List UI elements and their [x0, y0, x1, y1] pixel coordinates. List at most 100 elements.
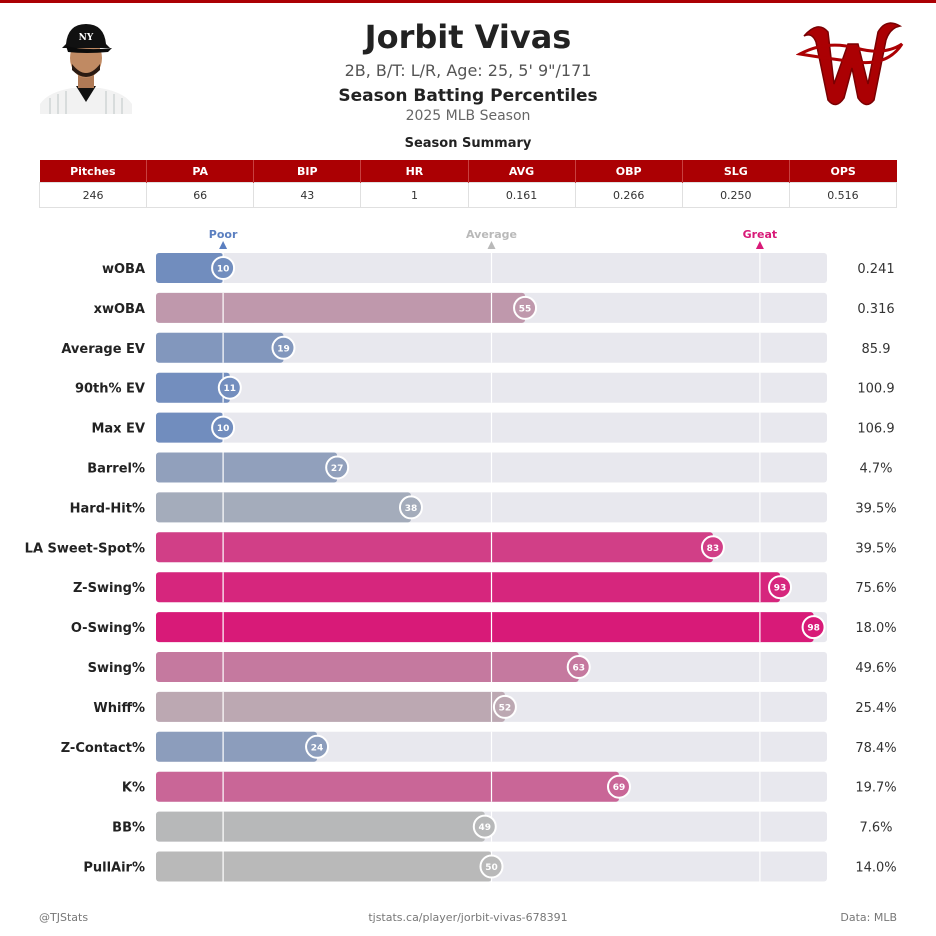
- percentile-bar: [156, 492, 411, 523]
- percentile-badge-label: 63: [572, 664, 585, 674]
- percentile-bar: [156, 452, 338, 483]
- season-summary-table: Pitches PA BIP HR AVG OBP SLG OPS 246 66…: [38, 160, 898, 208]
- marker-arrow-icon: [219, 241, 228, 249]
- percentile-bar: [156, 253, 224, 283]
- stat-value: 78.4%: [855, 741, 896, 756]
- percentile-badge-label: 52: [499, 703, 512, 713]
- marker-label-poor: Poor: [209, 228, 238, 241]
- percentile-badge-label: 10: [217, 265, 230, 275]
- percentile-badge: [271, 335, 296, 360]
- percentile-badge: [801, 615, 826, 640]
- summary-header-cell: SLG: [682, 160, 790, 183]
- percentile-bar: [156, 811, 485, 842]
- stat-label: 90th% EV: [75, 382, 145, 397]
- stat-value: 106.9: [857, 422, 894, 437]
- summary-header-cell: HR: [360, 160, 469, 183]
- percentile-bar: [156, 851, 492, 882]
- percentile-bar: [156, 572, 781, 603]
- stat-label: K%: [122, 781, 145, 796]
- percentile-badge-label: 19: [277, 344, 290, 354]
- stat-value: 7.6%: [859, 821, 892, 836]
- summary-value-cell: 43: [253, 182, 362, 208]
- stat-value: 49.6%: [855, 661, 896, 676]
- percentile-badge-label: 24: [311, 743, 324, 753]
- page-heading: Season Batting Percentiles: [338, 86, 598, 106]
- percentile-badge-label: 69: [613, 783, 626, 793]
- summary-title: Season Summary: [404, 136, 532, 151]
- percentile-badge: [768, 575, 793, 600]
- player-headshot: NY: [40, 24, 132, 114]
- percentile-bar: [156, 771, 619, 802]
- team-logo: [796, 22, 904, 106]
- percentile-badge: [492, 694, 517, 719]
- footer-url[interactable]: tjstats.ca/player/jorbit-vivas-678391: [368, 911, 568, 924]
- stat-value: 39.5%: [855, 501, 896, 516]
- percentile-badge: [325, 455, 350, 480]
- percentile-bar: [156, 372, 230, 403]
- percentile-bar: [156, 532, 713, 563]
- percentile-badge-label: 49: [479, 823, 492, 833]
- percentile-badge-label: 27: [331, 464, 344, 474]
- top-accent-bar: [0, 0, 936, 3]
- percentile-bar: [156, 412, 224, 443]
- percentile-badge: [211, 415, 236, 440]
- percentile-badge: [398, 495, 423, 520]
- season-label: 2025 MLB Season: [405, 108, 531, 124]
- stat-value: 75.6%: [855, 581, 896, 596]
- percentile-bar: [156, 292, 526, 323]
- footer-source: Data: MLB: [840, 911, 897, 924]
- stat-label: Max EV: [91, 422, 145, 437]
- summary-value-row: 246 66 43 1 0.161 0.266 0.250 0.516: [38, 182, 898, 208]
- stat-label: O-Swing%: [71, 621, 145, 636]
- summary-value-cell: 1: [360, 182, 469, 208]
- stat-value: 85.9: [862, 342, 891, 357]
- stat-value: 100.9: [857, 382, 894, 397]
- percentile-badge-label: 50: [485, 863, 498, 873]
- percentile-bar: [156, 652, 579, 682]
- percentile-badge: [606, 774, 631, 799]
- summary-value-cell: 0.266: [574, 182, 683, 208]
- percentile-badge-label: 11: [224, 384, 237, 394]
- stat-label: Hard-Hit%: [70, 501, 145, 516]
- percentile-badge-label: 98: [807, 624, 820, 634]
- stat-value: 0.316: [857, 302, 894, 317]
- percentile-badge-label: 10: [217, 424, 230, 434]
- percentile-badge: [700, 535, 725, 560]
- summary-header-cell: OPS: [789, 160, 897, 183]
- summary-header-cell: PA: [146, 160, 255, 183]
- stat-label: Z-Contact%: [61, 741, 145, 756]
- summary-header-cell: AVG: [468, 160, 576, 183]
- stat-value: 4.7%: [859, 462, 892, 477]
- stat-label: xwOBA: [94, 302, 145, 317]
- marker-arrow-icon: [755, 241, 764, 249]
- stat-label: Whiff%: [93, 701, 145, 716]
- percentile-badge-label: 55: [519, 304, 532, 314]
- stat-value: 14.0%: [855, 861, 896, 876]
- percentile-badge: [566, 655, 591, 679]
- stat-label: BB%: [112, 821, 145, 836]
- percentile-badge-label: 38: [405, 504, 418, 514]
- summary-value-cell: 66: [146, 182, 255, 208]
- footer-handle: @TJStats: [39, 911, 89, 924]
- summary-value-cell: 246: [38, 182, 148, 208]
- marker-arrow-icon: [487, 241, 496, 249]
- stat-label: LA Sweet-Spot%: [25, 541, 145, 556]
- percentile-badge-label: 83: [707, 544, 720, 554]
- summary-header-cell: Pitches: [39, 160, 148, 183]
- percentile-bar: [156, 332, 284, 363]
- percentile-badge: [305, 734, 330, 759]
- percentile-bar: [156, 612, 814, 643]
- stat-label: Z-Swing%: [73, 581, 145, 596]
- stat-label: PullAir%: [83, 861, 145, 876]
- marker-label-great: Great: [743, 228, 778, 241]
- percentile-badge: [472, 814, 497, 839]
- percentile-badge: [479, 854, 504, 879]
- percentile-badge: [211, 256, 236, 280]
- stat-value: 18.0%: [855, 621, 896, 636]
- percentile-bar: [156, 691, 505, 722]
- summary-value-cell: 0.250: [681, 182, 790, 208]
- summary-header-cell: OBP: [575, 160, 683, 183]
- stat-value: 39.5%: [855, 541, 896, 556]
- player-name: Jorbit Vivas: [364, 18, 572, 56]
- percentile-chart: Poor Average Great 10 wOBA 0.241 55 xwOBA 0.316 1…: [25, 228, 897, 882]
